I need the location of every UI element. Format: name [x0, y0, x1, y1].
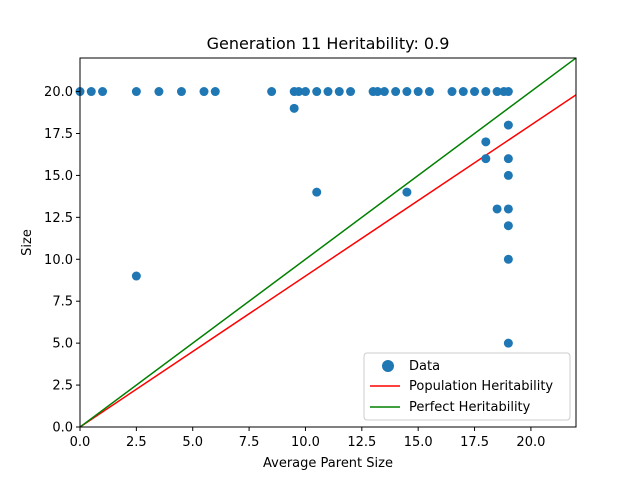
data-point	[379, 87, 389, 97]
data-point	[503, 87, 513, 97]
x-tick-label: 17.5	[460, 435, 489, 450]
data-point	[267, 87, 277, 97]
x-tick-label: 15.0	[404, 435, 433, 450]
y-tick-label: 20.0	[44, 85, 73, 100]
data-point	[503, 338, 513, 348]
data-point	[503, 154, 513, 164]
x-tick-label: 5.0	[182, 435, 203, 450]
data-point	[289, 103, 299, 113]
data-point	[447, 87, 457, 97]
data-point	[503, 120, 513, 130]
y-tick-label: 17.5	[44, 127, 73, 142]
legend: Data Population Heritability Perfect Her…	[363, 352, 571, 421]
data-point	[176, 87, 186, 97]
legend-label-population-heritability: Population Heritability	[409, 379, 553, 394]
x-tick-label: 2.5	[126, 435, 147, 450]
data-point	[481, 87, 491, 97]
series-line-population-heritability	[80, 94, 576, 427]
data-point	[391, 87, 401, 97]
x-tick-label: 7.5	[239, 435, 260, 450]
data-point	[503, 254, 513, 264]
data-point	[300, 87, 310, 97]
data-point	[346, 87, 356, 97]
y-axis-label: Size	[20, 229, 35, 256]
data-point	[481, 154, 491, 164]
points-layer	[75, 87, 513, 348]
y-tick-label: 10.0	[44, 253, 73, 268]
legend-box	[363, 352, 571, 421]
y-tick-label: 7.5	[52, 295, 73, 310]
data-point	[402, 187, 412, 197]
data-point	[323, 87, 333, 97]
data-point	[312, 187, 322, 197]
data-point	[294, 87, 304, 97]
data-point	[131, 87, 141, 97]
data-point	[131, 271, 141, 281]
legend-label-perfect-heritability: Perfect Heritability	[409, 400, 531, 415]
x-axis-label: Average Parent Size	[263, 456, 393, 471]
data-point	[98, 87, 108, 97]
y-tick-label: 5.0	[52, 337, 73, 352]
y-tick-label: 12.5	[44, 211, 73, 226]
data-point	[492, 87, 502, 97]
data-point	[402, 87, 412, 97]
data-point	[312, 87, 322, 97]
legend-marker-data	[382, 360, 394, 372]
x-tick-label: 0.0	[70, 435, 91, 450]
chart-title: Generation 11 Heritability: 0.9	[207, 34, 450, 53]
y-tick-label: 15.0	[44, 169, 73, 184]
data-point	[503, 170, 513, 180]
x-tick-label: 20.0	[516, 435, 545, 450]
series-line-perfect-heritability	[80, 58, 576, 427]
lines-layer	[80, 58, 576, 427]
data-point	[424, 87, 434, 97]
y-axis-ticks: 0.0 2.5 5.0 7.5 10.0 12.5 15.0 17.5 20.0	[44, 85, 80, 436]
data-point	[199, 87, 209, 97]
x-axis-ticks: 0.0 2.5 5.0 7.5 10.0 12.5 15.0 17.5 20.0	[70, 427, 545, 450]
y-tick-label: 0.0	[52, 421, 73, 436]
data-point	[334, 87, 344, 97]
data-point	[86, 87, 96, 97]
data-point	[210, 87, 220, 97]
x-tick-label: 12.5	[347, 435, 376, 450]
data-point	[481, 137, 491, 147]
x-tick-label: 10.0	[291, 435, 320, 450]
data-point	[503, 221, 513, 231]
data-point	[154, 87, 164, 97]
data-point	[458, 87, 468, 97]
y-tick-label: 2.5	[52, 379, 73, 394]
data-point	[503, 204, 513, 214]
data-point	[470, 87, 480, 97]
data-point	[492, 204, 502, 214]
legend-label-data: Data	[409, 359, 440, 374]
plot-frame	[79, 57, 577, 428]
data-point	[413, 87, 423, 97]
data-point	[373, 87, 383, 97]
